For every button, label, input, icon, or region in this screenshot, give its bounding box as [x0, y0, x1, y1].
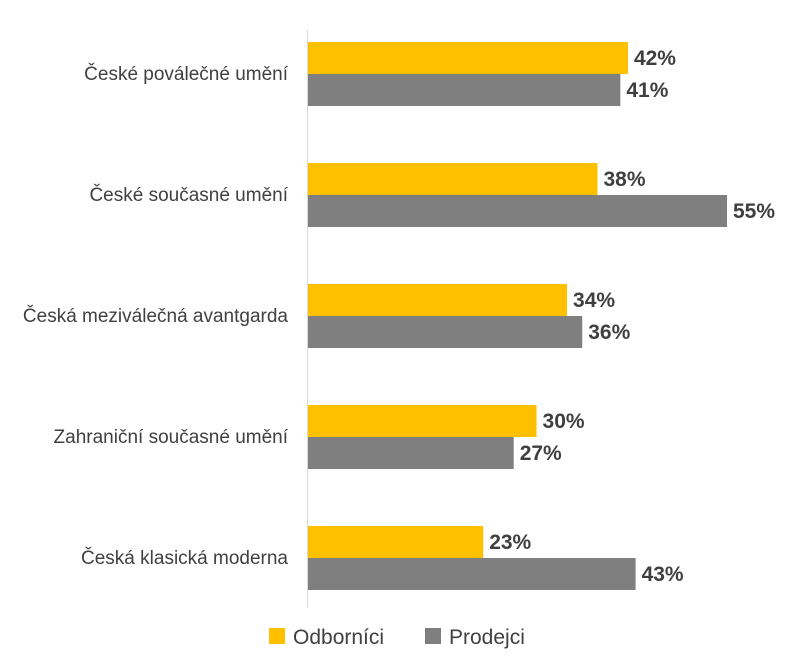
legend-swatch-odborníci: [269, 628, 285, 644]
legend-label-odborníci: Odborníci: [293, 626, 384, 649]
category-label: České poválečné umění: [84, 63, 289, 85]
value-label-prodejci-2: 36%: [588, 321, 630, 344]
value-label-prodejci-3: 27%: [520, 442, 562, 465]
bar-prodejci-0: [308, 74, 621, 106]
legend: Odborníci Prodejci: [269, 626, 525, 649]
bar-prodejci-1: [308, 195, 727, 227]
bar-odborníci-3: [308, 405, 537, 437]
legend-label-prodejci: Prodejci: [449, 626, 525, 649]
category-label: České současné umění: [89, 184, 288, 206]
category-label: Česká meziválečná avantgarda: [23, 305, 289, 327]
bar-prodejci-3: [308, 437, 514, 469]
bars-group: [308, 42, 727, 590]
value-label-odborníci-3: 30%: [543, 410, 585, 433]
bar-odborníci-1: [308, 163, 598, 195]
bar-odborníci-4: [308, 526, 484, 558]
category-labels: České poválečné umění České současné uměn…: [23, 63, 289, 569]
bar-prodejci-2: [308, 316, 583, 348]
value-label-prodejci-1: 55%: [733, 200, 775, 223]
value-label-prodejci-4: 43%: [642, 563, 684, 586]
bar-prodejci-4: [308, 558, 636, 590]
bar-odborníci-2: [308, 284, 568, 316]
legend-swatch-prodejci: [425, 628, 441, 644]
value-label-odborníci-1: 38%: [603, 168, 645, 191]
value-label-odborníci-0: 42%: [634, 47, 676, 70]
value-label-odborníci-2: 34%: [573, 289, 615, 312]
value-labels: 42% 41% 38% 55% 34% 36% 30% 27% 23% 43%: [489, 47, 775, 586]
bar-odborníci-0: [308, 42, 628, 74]
category-label: Česká klasická moderna: [81, 547, 288, 569]
category-label: Zahraniční současné umění: [54, 427, 289, 448]
value-label-prodejci-0: 41%: [626, 79, 668, 102]
value-label-odborníci-4: 23%: [489, 531, 531, 554]
